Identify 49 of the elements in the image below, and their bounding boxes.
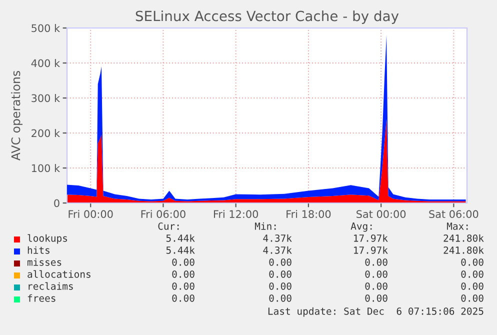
chart-title: SELinux Access Vector Cache - by day xyxy=(136,10,399,24)
text: 5.44k xyxy=(166,246,195,254)
y-tick-label: 300 k xyxy=(32,94,60,102)
text: 241.80k xyxy=(444,234,484,242)
text: 0.00 xyxy=(461,282,484,290)
x-tick-label: Fri 06:00 xyxy=(141,210,186,218)
text: 5.44k xyxy=(166,234,195,242)
text: 0.00 xyxy=(365,282,388,290)
text: 0.00 xyxy=(365,258,388,266)
text: 0.00 xyxy=(461,294,484,302)
legend-label: reclaims xyxy=(28,282,73,290)
text: 0.00 xyxy=(461,270,484,278)
text: 0.00 xyxy=(172,258,194,266)
legend-label: lookups xyxy=(28,234,68,244)
x-tick-label: Sat 00:00 xyxy=(356,210,406,218)
legend-label: hits xyxy=(28,246,50,254)
y-tick-label: 200 k xyxy=(32,129,60,138)
x-tick-label: Fri 12:00 xyxy=(214,210,258,218)
text: 0.00 xyxy=(269,282,292,290)
text: 0.00 xyxy=(269,270,292,278)
legend-label: allocations xyxy=(28,270,90,278)
legend-label: frees xyxy=(28,294,56,302)
text: Last update: Sat Dec 6 07:15:06 2025 xyxy=(268,307,484,317)
text: 0.00 xyxy=(365,270,388,278)
text: 0.00 xyxy=(172,294,194,302)
x-tick-label: Fri 00:00 xyxy=(68,210,113,218)
text: 4.37k xyxy=(263,246,292,254)
text: 0.00 xyxy=(365,294,388,302)
text: Min: xyxy=(254,222,276,230)
text: Max: xyxy=(446,222,468,230)
text: Cur: xyxy=(158,222,179,230)
text: 17.97k xyxy=(354,234,388,242)
text: Avg: xyxy=(350,222,372,232)
y-tick-label: 100 k xyxy=(32,164,60,172)
legend-label: misses xyxy=(28,258,62,266)
text: 0.00 xyxy=(461,258,484,266)
text: 0.00 xyxy=(269,258,292,266)
y-axis-title: AVC operations xyxy=(11,70,22,161)
text: 0.00 xyxy=(172,282,194,290)
text: 0.00 xyxy=(269,294,292,302)
text: 0.00 xyxy=(172,270,194,278)
text: 241.80k xyxy=(444,246,484,254)
y-tick-label: 500 k xyxy=(32,24,60,32)
x-tick-label: Sat 06:00 xyxy=(429,210,478,218)
y-tick-label: 400 k xyxy=(31,59,60,68)
text: 4.37k xyxy=(263,234,292,242)
x-tick-label: Fri 18:00 xyxy=(286,210,331,218)
text: 17.97k xyxy=(354,246,388,254)
y-tick-label: 0 xyxy=(54,199,60,208)
